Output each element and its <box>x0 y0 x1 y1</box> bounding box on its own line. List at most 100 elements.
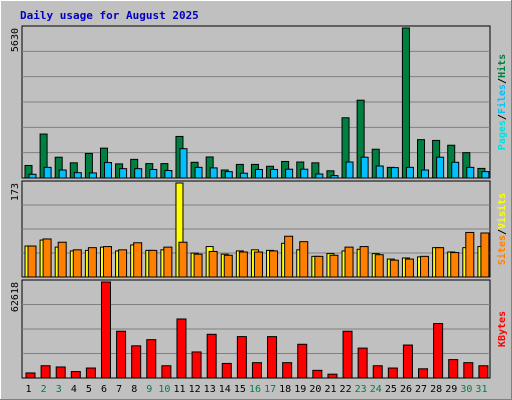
kbytes-bar <box>191 351 202 379</box>
files-bar <box>315 173 324 179</box>
sites-bar <box>42 238 52 278</box>
files-bar <box>73 172 82 179</box>
kbytes-bar <box>312 369 323 379</box>
kbytes-bar <box>146 339 157 379</box>
sites-bar <box>118 249 128 278</box>
legend: KBytes <box>497 311 508 347</box>
kbytes-bar <box>70 371 81 379</box>
sites-bar <box>299 241 309 278</box>
legend-entry: Hits <box>496 54 508 78</box>
files-bar <box>224 171 233 179</box>
kbytes-bar <box>176 318 187 379</box>
x-tick-label: 18 <box>279 384 291 395</box>
files-bar <box>451 161 460 179</box>
kbytes-bar <box>55 366 66 379</box>
sites-bar <box>72 249 82 278</box>
sites-bar <box>178 241 188 278</box>
sites-bar <box>480 232 490 278</box>
files-bar <box>103 162 112 179</box>
legend-entry: Files <box>496 84 508 114</box>
x-axis-labels: 1 2 3 4 5 6 7 8 9 10 11 12 13 14 15 16 17 18 19 20 21 22 23 24 2… <box>26 384 488 395</box>
kbytes-bar <box>372 365 383 379</box>
files-bar <box>28 173 37 179</box>
sites-bar <box>284 235 294 278</box>
sites-bar <box>314 255 324 278</box>
sites-bar <box>344 246 354 278</box>
x-tick-label: 4 <box>71 384 77 395</box>
panel-kbytes: 62618 KBytes <box>10 279 508 379</box>
x-tick-label: 13 <box>204 384 216 395</box>
files-bar <box>270 168 279 179</box>
x-tick-label: 16 <box>249 384 261 395</box>
kbytes-bar <box>327 373 338 379</box>
sites-bar <box>389 259 399 278</box>
kbytes-bar <box>387 367 398 379</box>
sites-bar <box>87 247 97 278</box>
x-tick-label: 20 <box>309 384 321 395</box>
files-bar <box>285 168 294 179</box>
legend: Sites/Visits <box>496 193 508 265</box>
x-tick-label: 31 <box>475 384 487 395</box>
kbytes-bar <box>100 281 111 379</box>
graph-panels: 5630 Pages/Files/Hits 173 Sites/Visits 62618… <box>10 25 508 379</box>
x-tick-label: 10 <box>158 384 170 395</box>
y-max-label: 173 <box>10 183 21 201</box>
x-tick-label: 27 <box>415 384 427 395</box>
files-bar <box>254 168 263 179</box>
legend: Pages/Files/Hits <box>496 54 508 150</box>
sites-bar <box>223 254 233 278</box>
legend-entry: / <box>497 229 508 235</box>
x-tick-label: 7 <box>116 384 122 395</box>
files-bar <box>88 172 97 179</box>
y-max-label: 5630 <box>10 28 21 52</box>
kbytes-bar <box>297 343 308 379</box>
x-tick-label: 8 <box>131 384 137 395</box>
kbytes-bar <box>251 362 262 379</box>
sites-bar <box>57 241 67 278</box>
x-tick-label: 2 <box>41 384 47 395</box>
sites-bar <box>420 255 430 278</box>
files-bar <box>436 156 445 179</box>
files-bar <box>390 167 399 179</box>
hits-bar <box>401 27 410 179</box>
files-bar <box>375 165 384 179</box>
sites-bar <box>208 250 218 278</box>
x-tick-label: 15 <box>234 384 246 395</box>
x-tick-label: 26 <box>400 384 412 395</box>
sites-bar <box>374 254 384 278</box>
sites-bar <box>435 247 445 278</box>
graph-title: Daily usage for August 2025 <box>20 9 199 22</box>
files-bar <box>179 148 188 179</box>
kbytes-bar <box>448 359 459 379</box>
files-bar <box>209 167 218 179</box>
files-bar <box>466 166 475 179</box>
kbytes-bar <box>116 330 127 379</box>
legend-entry: / <box>497 78 508 84</box>
sites-bar <box>450 252 460 278</box>
kbytes-bar <box>221 362 232 379</box>
x-tick-label: 11 <box>173 384 185 395</box>
kbytes-bar <box>357 347 368 379</box>
x-tick-label: 22 <box>340 384 352 395</box>
legend-entry: Visits <box>496 193 508 229</box>
x-tick-label: 12 <box>189 384 201 395</box>
files-bar <box>300 168 309 179</box>
x-tick-label: 29 <box>445 384 457 395</box>
x-tick-label: 21 <box>324 384 336 395</box>
kbytes-bar <box>206 333 217 379</box>
files-bar <box>43 166 52 179</box>
kbytes-bar <box>433 323 444 379</box>
x-tick-label: 9 <box>146 384 152 395</box>
files-bar <box>481 171 490 179</box>
kbytes-bar <box>161 365 172 379</box>
sites-bar <box>193 253 203 278</box>
x-tick-label: 28 <box>430 384 442 395</box>
sites-bar <box>404 258 414 278</box>
kbytes-bar <box>418 368 429 379</box>
x-tick-label: 1 <box>26 384 32 395</box>
kbytes-bar <box>40 365 51 379</box>
kbytes-bar <box>463 362 474 379</box>
kbytes-bar <box>236 336 247 379</box>
kbytes-bar <box>85 367 96 379</box>
